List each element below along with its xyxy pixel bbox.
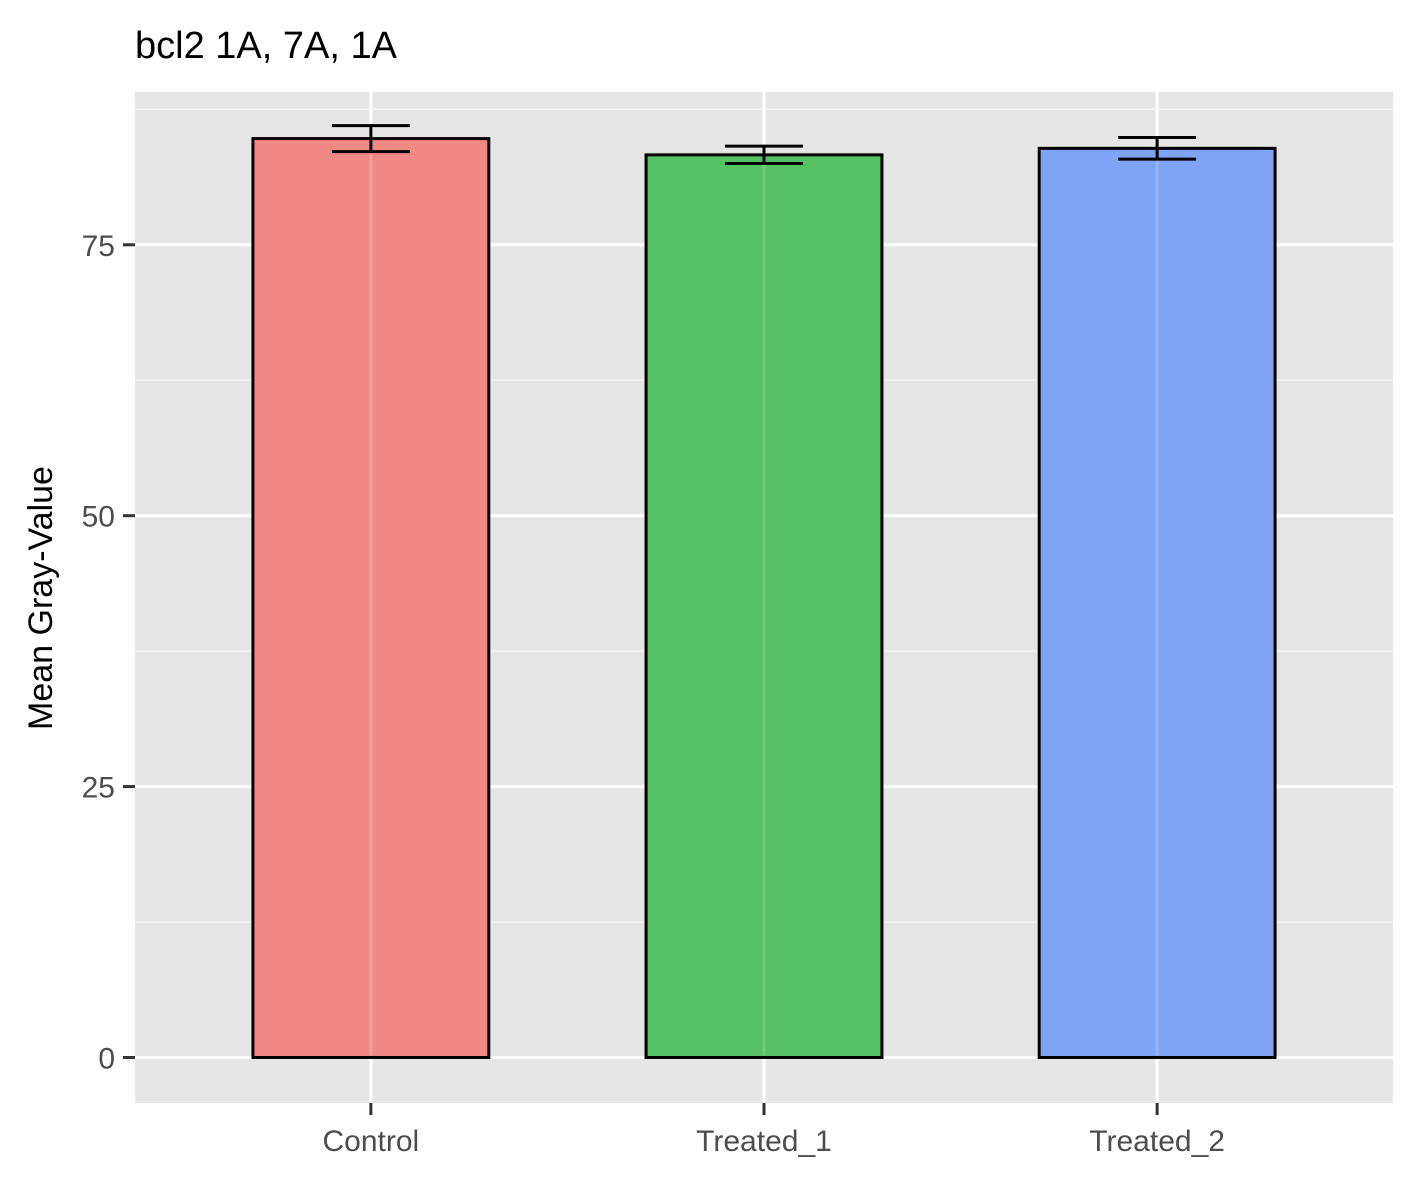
- y-tick-label: 25: [82, 772, 115, 805]
- x-tick-label: Control: [323, 1125, 420, 1158]
- bar-control: [251, 137, 491, 1059]
- y-axis-title: Mean Gray-Value: [22, 466, 60, 730]
- x-tick-label: Treated_2: [1089, 1125, 1225, 1158]
- y-tick-label: 75: [82, 230, 115, 263]
- bar-treated-1: [644, 153, 884, 1059]
- y-tick-label: 0: [98, 1042, 115, 1075]
- bar-treated-2: [1037, 146, 1277, 1059]
- y-tick-label: 50: [82, 501, 115, 534]
- x-axis: Control Treated_1 Treated_2: [323, 1103, 1225, 1158]
- bars: [251, 137, 1277, 1059]
- error-bars: [331, 124, 1197, 166]
- x-tick-label: Treated_1: [696, 1125, 832, 1158]
- chart-title: bcl2 1A, 7A, 1A: [135, 25, 398, 67]
- y-axis: 0 25 50 75: [82, 230, 135, 1075]
